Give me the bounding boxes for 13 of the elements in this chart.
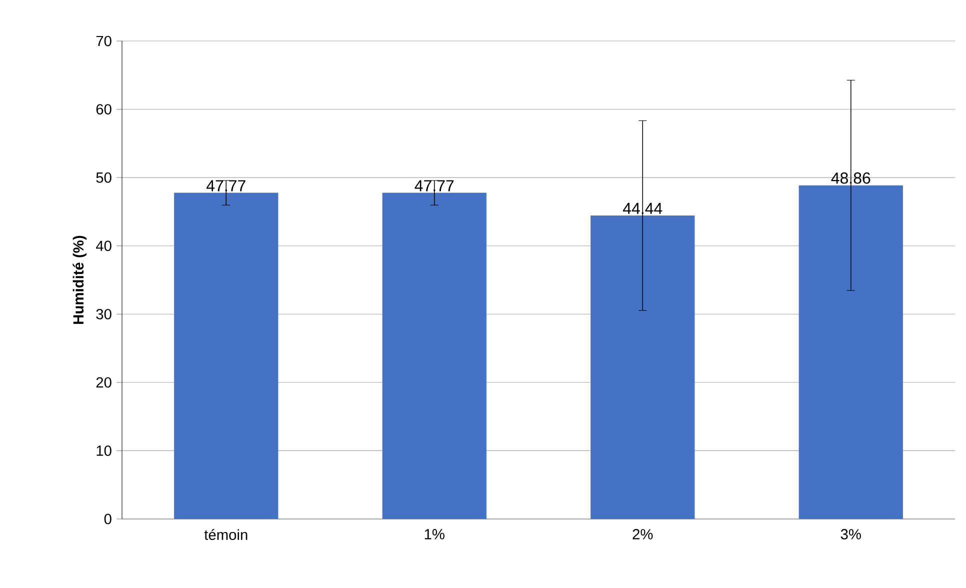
x-tick-label: 2% (632, 529, 653, 540)
x-tick-label: 1% (424, 529, 444, 540)
x-tick-label: 3% (840, 529, 861, 540)
y-tick-label: 70 (96, 36, 112, 46)
y-tick-label: 40 (96, 240, 112, 252)
x-tick-label: témoin (204, 529, 248, 540)
y-axis-title: Humidité (%) (72, 236, 86, 324)
y-tick-label: 0 (104, 514, 112, 524)
y-tick-label: 50 (96, 172, 112, 183)
y-tick-label: 60 (96, 104, 112, 114)
y-tick-label: 30 (96, 308, 112, 320)
y-tick-label: 20 (96, 377, 112, 388)
y-tick-label: 10 (96, 446, 112, 456)
